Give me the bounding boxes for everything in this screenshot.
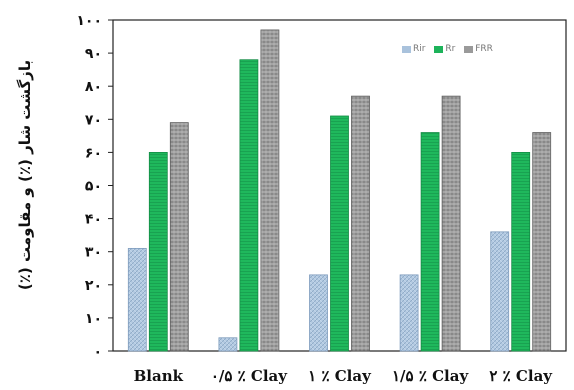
bar-rr-1 xyxy=(239,59,259,352)
x-tick-label: ۲ ٪ Clay xyxy=(489,367,553,385)
y-tick-label: ۳۰ xyxy=(85,245,102,261)
bar-rir-3 xyxy=(399,274,419,352)
x-tick-label: ۱/۵ ٪ Clay xyxy=(392,367,469,385)
bar-frr-4 xyxy=(532,132,552,352)
bar-rr-4 xyxy=(511,151,531,352)
bar-rir-4 xyxy=(490,231,510,352)
legend-label-rr: Rr xyxy=(445,44,456,54)
bar-rr-0 xyxy=(148,151,168,352)
bar-frr-3 xyxy=(441,95,461,352)
y-tick-label: ۴۰ xyxy=(85,212,102,228)
legend-swatch-frr xyxy=(464,45,474,53)
y-tick-label: ۵۰ xyxy=(85,179,102,195)
bars xyxy=(127,29,552,352)
x-tick-label: ۱ ٪ Clay xyxy=(308,367,372,385)
legend-swatch-rr xyxy=(434,45,444,53)
y-axis-title: بازگشت شار (٪) و مقاومت (٪) xyxy=(16,59,34,291)
y-tick-label: ۸۰ xyxy=(85,79,102,95)
legend-item-frr: FRR xyxy=(464,44,493,55)
legend: Rir Rr FRR xyxy=(402,44,499,55)
bar-frr-1 xyxy=(260,29,280,352)
x-tick-labels: Blank ۰/۵ ٪ Clay ۱ ٪ Clay ۱/۵ ٪ Clay ۲ ٪ Cla… xyxy=(134,367,554,385)
bar-rr-3 xyxy=(420,132,440,352)
legend-label-frr: FRR xyxy=(475,44,493,54)
y-tick-label: ۱۰۰ xyxy=(76,13,102,29)
legend-item-rr: Rr xyxy=(434,44,455,55)
bar-rir-0 xyxy=(127,247,147,352)
y-tick-label: ۶۰ xyxy=(85,145,102,161)
y-tick-label: ۰ xyxy=(93,344,102,360)
y-tick-labels: ۰ ۱۰ ۲۰ ۳۰ ۴۰ ۵۰ ۶۰ ۷۰ ۸۰ ۹۰ ۱۰۰ xyxy=(76,13,102,360)
x-tick-label: ۰/۵ ٪ Clay xyxy=(211,367,288,385)
bar-frr-0 xyxy=(169,122,189,352)
legend-item-rir: Rir xyxy=(402,44,425,55)
bar-rir-2 xyxy=(309,274,328,352)
legend-label-rir: Rir xyxy=(413,44,426,54)
bar-rir-1 xyxy=(218,337,238,352)
y-tick-label: ۱۰ xyxy=(85,311,102,327)
legend-swatch-rir xyxy=(402,45,411,53)
y-tick-label: ۷۰ xyxy=(85,112,102,128)
bar-frr-2 xyxy=(351,95,370,352)
x-tick-label: Blank xyxy=(134,367,184,385)
bar-rr-2 xyxy=(330,115,349,352)
y-tick-label: ۹۰ xyxy=(85,46,102,62)
y-tick-label: ۲۰ xyxy=(85,278,102,294)
